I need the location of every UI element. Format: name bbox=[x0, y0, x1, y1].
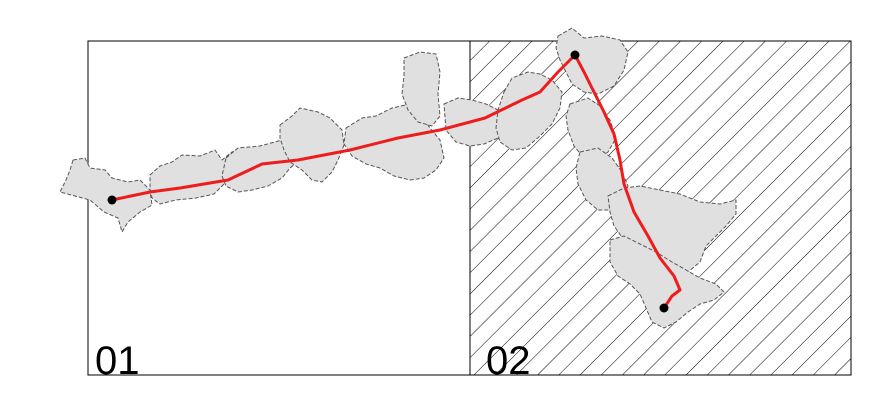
region-mid-1 bbox=[279, 107, 345, 183]
region-northeast-top bbox=[555, 27, 629, 95]
region-south-lower bbox=[609, 235, 725, 329]
region-northeast-left bbox=[495, 71, 563, 151]
route-start-point bbox=[107, 195, 117, 205]
region-west-end bbox=[59, 157, 153, 233]
region-mid-2 bbox=[343, 103, 445, 181]
region-tall-block bbox=[401, 51, 441, 127]
panel-label-01: 01 bbox=[95, 339, 140, 383]
panel-02-frame bbox=[469, 40, 852, 376]
panel-label-02: 02 bbox=[486, 339, 531, 383]
regions bbox=[59, 27, 737, 329]
route-end-point bbox=[659, 303, 669, 313]
route-turn-point bbox=[570, 50, 580, 60]
